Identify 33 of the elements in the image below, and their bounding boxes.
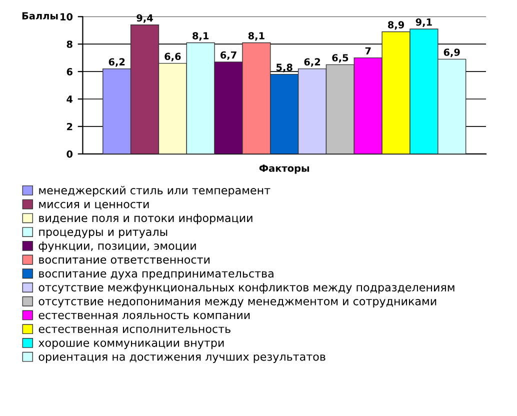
y-tick-label: 6 [66, 68, 72, 76]
legend-label: функции, позиции, эмоции [38, 242, 196, 252]
data-label: 6,2 [108, 58, 125, 67]
legend-label: хорошие коммуникации внутри [38, 340, 224, 350]
data-label: 9,1 [416, 18, 432, 27]
legend-label: отсутствие недопонимания между менеджментом и сотрудниками [38, 298, 436, 308]
data-label: 6,9 [444, 48, 460, 58]
legend-label: воспитание духа предпринимательства [39, 271, 274, 280]
data-label: 8,1 [248, 32, 264, 41]
data-label: 6,6 [164, 52, 181, 62]
legend-label: видение поля и потоки информации [39, 214, 252, 224]
data-label: 6,5 [332, 54, 348, 63]
legend-label: менеджерский стиль или темперамент [39, 186, 270, 197]
y-axis-title: Баллы [22, 12, 58, 20]
legend-label: отсутствие межфункциональных конфликтов между подразделениям [38, 283, 454, 294]
legend-label: ориентация на достижения лучших результатов [38, 354, 326, 363]
legend-label: естественная исполнительность [38, 326, 230, 334]
data-label: 5,8 [276, 64, 292, 72]
y-tick-label: 4 [66, 96, 73, 103]
data-label: 6,2 [304, 58, 320, 67]
legend-label: воспитание ответственности [39, 257, 210, 264]
data-label: 7 [365, 47, 371, 54]
data-label: 8,9 [388, 21, 404, 30]
x-axis-title: Факторы [259, 164, 309, 174]
y-tick-label: 10 [60, 13, 73, 20]
legend-label: процедуры и ритуалы [39, 230, 168, 238]
y-tick-label: 0 [66, 150, 73, 158]
legend-label: естественная лояльность компании [38, 312, 250, 320]
data-label: 6,7 [220, 51, 236, 60]
y-tick-label: 8 [66, 40, 72, 48]
legend-label: миссия и ценности [39, 202, 149, 210]
y-tick-label: 2 [67, 122, 72, 130]
data-label: 8,1 [192, 32, 209, 41]
